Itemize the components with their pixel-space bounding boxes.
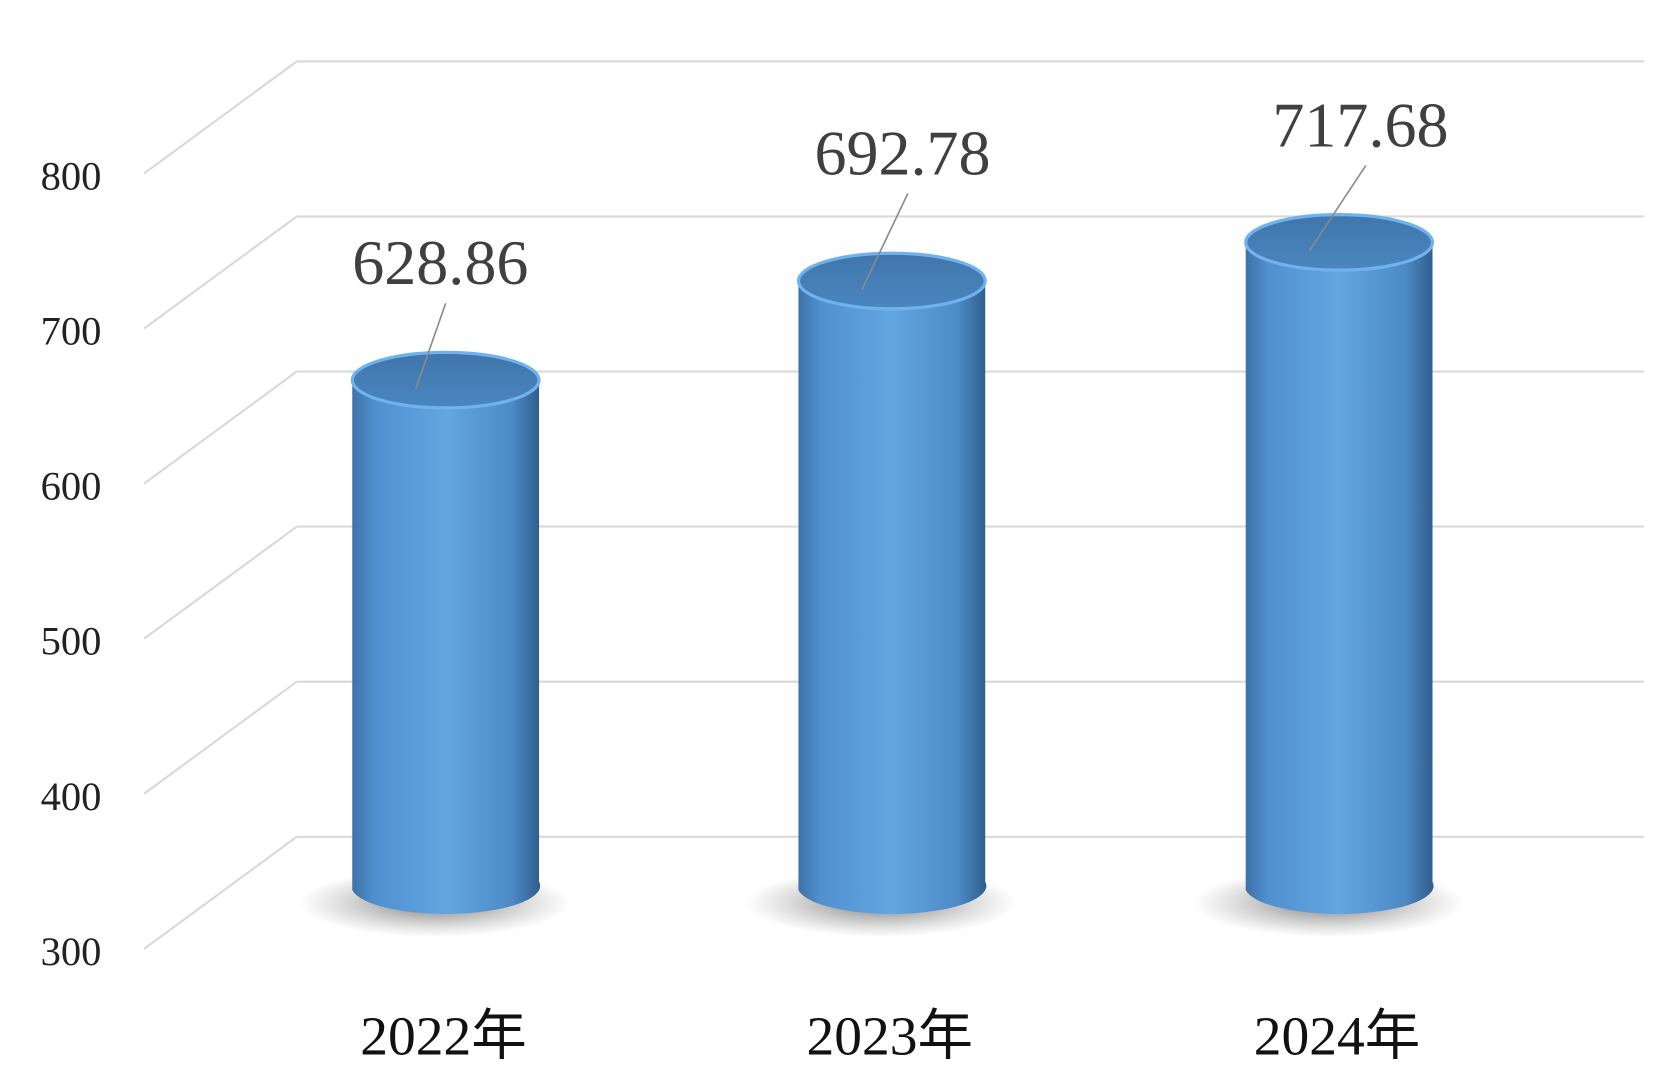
y-tick-label: 700 xyxy=(41,309,102,354)
bar-body xyxy=(798,281,987,914)
gridline-diagonal xyxy=(143,680,298,795)
data-label-leader xyxy=(415,303,447,389)
data-label: 692.78 xyxy=(814,117,990,188)
data-label-leader xyxy=(1308,165,1367,252)
bar-2023年: 692.78 xyxy=(745,117,1018,938)
bar-top xyxy=(796,251,987,311)
y-tick-label: 800 xyxy=(41,153,102,198)
bar-2022年: 628.86 xyxy=(298,227,572,938)
y-tick-label: 600 xyxy=(41,464,102,509)
gridline-diagonal xyxy=(143,525,298,640)
x-category-label: 2024年 xyxy=(1254,1007,1421,1068)
gridline-diagonal xyxy=(143,370,298,485)
bar-body xyxy=(1245,242,1434,914)
gridline-diagonal xyxy=(143,835,298,950)
bar-top xyxy=(1244,213,1435,272)
y-tick-label: 400 xyxy=(41,774,102,819)
gridline-diagonal xyxy=(143,215,298,330)
y-tick-label: 500 xyxy=(41,619,102,664)
x-category-label: 2022年 xyxy=(360,1007,527,1068)
bar-2024年: 717.68 xyxy=(1192,89,1465,938)
y-tick-label: 300 xyxy=(41,929,102,974)
bar-body xyxy=(352,380,541,914)
x-category-label: 2023年 xyxy=(806,1007,973,1068)
bars: 628.86 692.78 717.68 xyxy=(298,89,1465,938)
bar-top xyxy=(350,350,541,410)
data-label-leader xyxy=(861,193,909,290)
x-axis-labels: 2022年 2023年 2024年 xyxy=(360,1007,1420,1068)
data-label: 717.68 xyxy=(1272,89,1448,160)
y-axis-ticks: 300 400 500 600 700 800 xyxy=(41,153,102,973)
gridline-diagonal xyxy=(143,60,298,175)
data-label: 628.86 xyxy=(352,227,528,298)
